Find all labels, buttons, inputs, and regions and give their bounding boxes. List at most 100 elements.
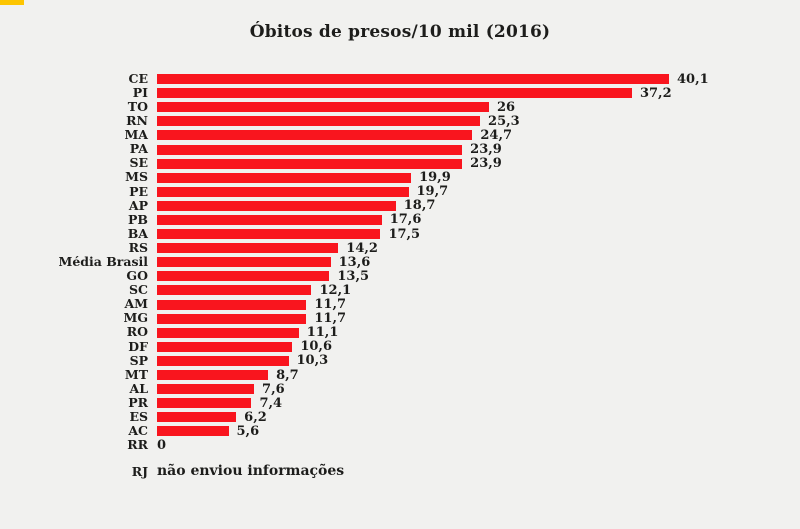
category-label: RN [126,113,148,129]
bar [157,271,330,282]
category-label: RO [126,324,148,340]
bar [157,285,312,296]
bar [157,144,463,155]
chart-row: RN 25,3 [0,114,800,128]
category-label: RR [127,437,148,453]
chart-row: PE 19,7 [0,185,800,199]
category-label: Média Brasil [58,254,148,270]
value-label: 24,7 [480,127,513,143]
value-label: 11,1 [306,325,339,341]
bar [157,214,382,225]
chart-row: PB 17,6 [0,213,800,227]
chart-row: PR 7,4 [0,396,800,410]
chart-row: AP 18,7 [0,199,800,213]
value-label: 11,7 [314,311,347,327]
chart-row: AC 5,6 [0,424,800,438]
bar [157,186,409,197]
bar [157,74,669,85]
chart-row: AM 11,7 [0,298,800,312]
value-label: 17,5 [388,226,421,242]
category-label: CE [128,70,148,86]
chart-rows: CE 40,1 PI 37,2 TO 26 RN 25,3 MA 24,7 PA 23,9 SE 23,9… [0,72,800,453]
category-label: MT [124,366,148,382]
bar [157,243,339,254]
category-label: TO [127,98,148,114]
category-label: MS [125,169,148,185]
chart-row: Média Brasil 13,6 [0,255,800,269]
chart-row: SC 12,1 [0,283,800,297]
chart-row: MT 8,7 [0,368,800,382]
bar [157,355,289,366]
bar [157,158,463,169]
value-label: 8,7 [276,367,299,383]
bar [157,102,489,113]
category-label: MG [123,310,148,326]
category-label: AL [129,380,149,396]
value-label: 0 [157,437,167,453]
bar [157,116,481,127]
value-label: 25,3 [488,113,520,129]
chart-row: MS 19,9 [0,171,800,185]
value-label: 19,9 [419,170,451,186]
value-label: 37,2 [639,85,672,101]
category-label: PR [128,394,148,410]
chart-row: BA 17,5 [0,227,800,241]
value-label: 5,6 [236,423,260,439]
bar [157,426,229,437]
category-label: SC [129,282,148,298]
chart-row: MG 11,7 [0,312,800,326]
category-label: PI [132,84,148,100]
value-label: 13,6 [338,254,371,270]
value-label: 23,9 [470,156,502,172]
chart-row: RO 11,1 [0,326,800,340]
chart-row: CE 40,1 [0,72,800,86]
value-label: 7,6 [262,381,285,397]
bar [157,384,255,395]
bar [157,313,307,324]
category-label: DF [128,338,148,354]
bar [157,299,307,310]
chart-row: DF 10,6 [0,340,800,354]
category-label: GO [126,268,148,284]
value-label: 11,7 [314,297,347,313]
category-label: AP [128,197,148,213]
value-label: 10,3 [296,353,329,369]
chart-row: MA 24,7 [0,128,800,142]
category-label: ES [129,409,148,425]
category-label: AM [124,296,148,312]
chart-row: RR 0 [0,438,800,452]
category-label: PB [128,211,148,227]
footnote-row: RJ não enviou informações [0,463,800,479]
bar [157,412,237,423]
chart-row: TO 26 [0,100,800,114]
chart-row: SE 23,9 [0,157,800,171]
category-label: PA [129,141,148,157]
bar [157,88,632,99]
bar [157,130,473,141]
bar [157,398,252,409]
value-label: 23,9 [470,142,502,158]
value-label: 18,7 [403,198,436,214]
footnote-text: não enviou informações [157,463,345,479]
value-label: 6,2 [244,409,267,425]
value-label: 14,2 [346,240,378,256]
value-label: 10,6 [300,339,332,355]
value-label: 17,6 [389,212,422,228]
bar [157,257,331,268]
chart-row: AL 7,6 [0,382,800,396]
footnote-category-label: RJ [131,463,148,479]
chart-row: RS 14,2 [0,241,800,255]
category-label: PE [129,183,148,199]
chart-row: PA 23,9 [0,142,800,156]
bar [157,370,269,381]
value-label: 13,5 [337,268,370,284]
bar [157,229,381,240]
category-label: SP [129,352,148,368]
chart-row: GO 13,5 [0,269,800,283]
category-label: BA [127,225,148,241]
chart-row: ES 6,2 [0,410,800,424]
value-label: 26 [496,99,516,115]
value-label: 19,7 [416,184,449,200]
bar [157,341,293,352]
